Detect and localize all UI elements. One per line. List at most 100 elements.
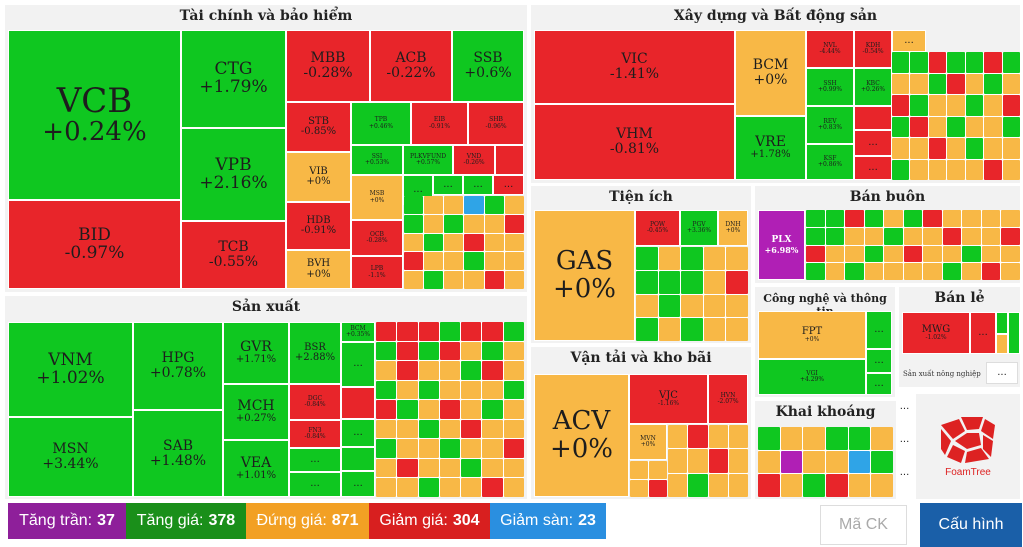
config-button[interactable]: Cấu hình <box>920 503 1022 547</box>
tile-ssh[interactable]: SSH +0.99% <box>806 68 854 106</box>
tile-mvn[interactable]: MVN +0% <box>629 424 667 460</box>
tile-small[interactable]: ... <box>341 342 375 387</box>
tile-vhm[interactable]: VHM -0.81% <box>534 104 735 180</box>
legend-down: Giảm giá: 304 <box>369 503 490 539</box>
utilities-small-tiles <box>636 247 748 341</box>
tile-gvr[interactable]: GVR +1.71% <box>223 322 289 384</box>
tile-bsr[interactable]: BSR +2.88% <box>289 322 341 384</box>
tile-vnd[interactable]: VND -0.26% <box>453 145 495 175</box>
tile-hdb[interactable]: HDB -0.91% <box>286 202 351 250</box>
tile-ssb[interactable]: SSB +0.6% <box>452 30 524 102</box>
sector-title: Bán buôn <box>849 189 926 205</box>
tile-rev[interactable]: REV +0.83% <box>806 106 854 144</box>
tile-small[interactable]: ... <box>854 130 892 156</box>
tile-kbc[interactable]: KBC +0.26% <box>854 68 892 106</box>
tile-tpb[interactable]: TPB +0.46% <box>351 102 411 145</box>
tile-pow[interactable]: POW -0.45% <box>635 210 680 246</box>
tile-small[interactable]: ... <box>897 425 912 455</box>
tile-sab[interactable]: SAB +1.48% <box>133 410 223 497</box>
tile-small[interactable] <box>854 106 892 130</box>
tile-fn3[interactable]: FN3 -0.84% <box>289 420 341 448</box>
tile-small[interactable]: ... <box>897 392 912 422</box>
sector-title: Tài chính và bảo hiểm <box>179 8 353 24</box>
tile-vic[interactable]: VIC -1.41% <box>534 30 735 104</box>
tile-small[interactable]: ... <box>289 472 341 497</box>
transport-small-tiles <box>630 461 667 497</box>
tile-gas[interactable]: GAS +0% <box>534 210 635 341</box>
tile-hpg[interactable]: HPG +0.78% <box>133 322 223 410</box>
realestate-small-tiles <box>892 52 1020 180</box>
tile-shb[interactable]: SHB -0.96% <box>468 102 524 145</box>
tile-mbb[interactable]: MBB -0.28% <box>286 30 370 102</box>
tile-hvn[interactable]: HVN -2.07% <box>708 374 748 424</box>
tile-msb[interactable]: MSB +0% <box>351 175 403 220</box>
tile-acv[interactable]: ACV +0% <box>534 374 629 497</box>
tile-vea[interactable]: VEA +1.01% <box>223 440 289 497</box>
tile-bcm[interactable]: BCM +0% <box>735 30 806 116</box>
tile-small[interactable] <box>996 312 1008 334</box>
manufacturing-small-tiles <box>376 322 524 497</box>
tile-vcb[interactable]: VCB +0.24% <box>8 30 181 200</box>
tile-nvl[interactable]: NVL -4.44% <box>806 30 854 68</box>
tile-small[interactable]: ... <box>341 471 375 497</box>
tile-vnd-2[interactable] <box>495 145 524 175</box>
tile-small[interactable]: ... <box>493 175 524 195</box>
legend-floor: Giảm sàn: 23 <box>490 503 606 539</box>
tile-small[interactable]: ... <box>970 312 996 354</box>
tile-small[interactable] <box>1008 312 1020 354</box>
tile-small[interactable]: ... <box>341 419 375 447</box>
sector-title: Tiện ích <box>609 189 673 205</box>
tile-ssi[interactable]: SSI +0.53% <box>351 145 403 175</box>
tile-plx[interactable]: PLX +6.98% <box>758 210 805 280</box>
tile-small[interactable]: ... <box>866 349 892 373</box>
tile-small[interactable] <box>996 334 1008 354</box>
stock-search-input[interactable]: Mã CK <box>820 505 907 545</box>
tile-small[interactable]: ... <box>897 458 912 488</box>
tile-vib[interactable]: VIB +0% <box>286 152 351 202</box>
tile-vjc[interactable]: VJC -1.16% <box>629 374 708 424</box>
tile-kdh[interactable]: KDH -0.54% <box>854 30 892 68</box>
tile-vre[interactable]: VRE +1.78% <box>735 116 806 180</box>
sector-title: Xây dựng và Bất động sản <box>673 8 878 24</box>
tile-mch[interactable]: MCH +0.27% <box>223 384 289 440</box>
sector-agri-label: Sản xuất nông nghiệp <box>903 370 981 378</box>
tile-vpb[interactable]: VPB +2.16% <box>181 128 286 221</box>
tile-ksf[interactable]: KSF +0.86% <box>806 144 854 180</box>
foamtree-icon <box>941 417 995 463</box>
tile-fpt[interactable]: FPT +0% <box>758 311 866 359</box>
tile-ocb[interactable]: OCB -0.28% <box>351 220 403 256</box>
tile-vnm[interactable]: VNM +1.02% <box>8 322 133 417</box>
tile-small[interactable]: ... <box>866 373 892 395</box>
legend-ceiling: Tăng trần: 37 <box>8 503 126 539</box>
foamtree-logo: FoamTree <box>916 394 1020 499</box>
tile-msn[interactable]: MSN +3.44% <box>8 417 133 497</box>
tile-eib[interactable]: EIB -0.91% <box>411 102 468 145</box>
tile-bvh[interactable]: BVH +0% <box>286 250 351 289</box>
tile-lpb[interactable]: LPB -1.1% <box>351 256 403 289</box>
tile-mwg[interactable]: MWG -1.02% <box>902 312 970 354</box>
tile-small[interactable]: ... <box>866 311 892 349</box>
sector-title: Sản xuất <box>231 299 301 315</box>
legend-flat: Đứng giá: 871 <box>246 503 369 539</box>
tile-bid[interactable]: BID -0.97% <box>8 200 181 289</box>
tile-tcb[interactable]: TCB -0.55% <box>181 221 286 289</box>
tile-dnh[interactable]: DNH +0% <box>718 210 748 246</box>
tile-stb[interactable]: STB -0.85% <box>286 102 351 152</box>
tile-small[interactable] <box>341 387 375 419</box>
tile-bcm2[interactable]: BCM +0.35% <box>341 322 375 342</box>
tile-small[interactable] <box>341 447 375 471</box>
tile-acb[interactable]: ACB -0.22% <box>370 30 452 102</box>
tile-small[interactable]: ... <box>289 448 341 472</box>
legend-up: Tăng giá: 378 <box>126 503 246 539</box>
tile-small[interactable]: ... <box>892 30 926 52</box>
tile-small[interactable]: ... <box>433 175 463 195</box>
tile-dgc[interactable]: DGC -0.84% <box>289 384 341 420</box>
tile-small[interactable]: ... <box>986 362 1018 384</box>
sector-title: Vận tải và kho bãi <box>570 350 712 366</box>
tile-pgv[interactable]: PGV +3.36% <box>680 210 718 246</box>
tile-small[interactable]: ... <box>854 156 892 180</box>
tile-small[interactable]: ... <box>463 175 493 195</box>
tile-pvfc[interactable]: PLKVFUND +0.57% <box>403 145 453 175</box>
tile-vgi[interactable]: VGI +4.29% <box>758 359 866 395</box>
tile-ctg[interactable]: CTG +1.79% <box>181 30 286 128</box>
